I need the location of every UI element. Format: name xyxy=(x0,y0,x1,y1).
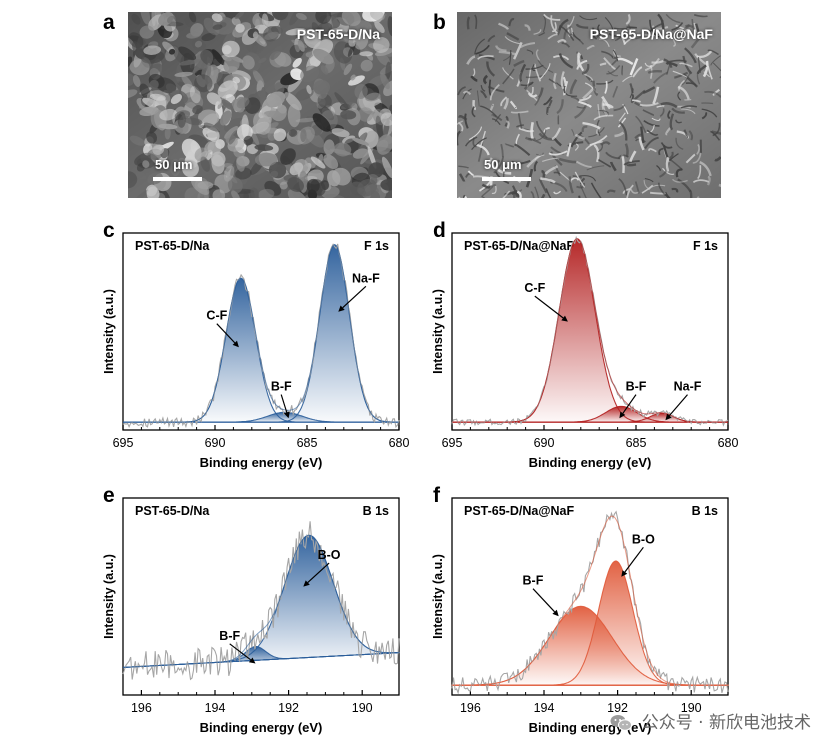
xps-plot-e: 196 194 192 190 Binding energy (eV) Intensity… xyxy=(96,491,416,741)
x-tick-label: 695 xyxy=(442,436,463,450)
xps-plot-d: 695 690 685 680 Binding energy (eV) Intensity… xyxy=(425,226,745,476)
peak-annotation: B-F xyxy=(271,380,292,394)
annotation-arrow xyxy=(280,394,288,413)
watermark-text: 公众号 · 新欣电池技术 xyxy=(641,713,811,733)
annotation-arrow xyxy=(622,394,637,414)
peak-annotation: Na-F xyxy=(674,380,702,394)
fit-envelope xyxy=(452,515,728,686)
scale-bar-b xyxy=(482,177,531,181)
peak-annotation: B-F xyxy=(626,380,647,394)
core-level-label: B 1s xyxy=(692,504,718,518)
panel-letter-d: d xyxy=(433,219,446,242)
peak-annotation: B-F xyxy=(523,574,544,588)
panel-letter-c: c xyxy=(103,219,115,242)
sem-label-b: PST-65-D/Na@NaF xyxy=(589,26,713,42)
x-tick-label: 196 xyxy=(131,701,152,715)
wechat-icon xyxy=(610,715,633,731)
annotation-arrow xyxy=(307,562,330,584)
x-tick-label: 192 xyxy=(607,701,628,715)
xps-svg-d: 695 690 685 680 Binding energy (eV) Intensity… xyxy=(431,232,739,470)
sample-label: PST-65-D/Na@NaF xyxy=(464,504,574,518)
sem-image-a: PST-65-D/Na 50 μm xyxy=(128,12,392,198)
peak-b-o xyxy=(123,534,400,668)
peak-annotation: B-O xyxy=(318,548,341,562)
raw-spectrum xyxy=(451,510,729,695)
arrow-head xyxy=(552,609,559,617)
y-axis-label: Intensity (a.u.) xyxy=(431,554,445,639)
xps-svg-e: 196 194 192 190 Binding energy (eV) Intensity… xyxy=(102,497,400,735)
xps-plot-c: 695 690 685 680 Binding energy (eV) Intensity… xyxy=(96,226,416,476)
peak-annotation: C-F xyxy=(524,281,545,295)
core-level-label: B 1s xyxy=(363,504,389,518)
x-tick-label: 690 xyxy=(205,436,226,450)
panel-letter-b: b xyxy=(433,11,446,34)
arrow-head xyxy=(283,411,290,419)
peak-annotation: B-O xyxy=(632,532,655,546)
panel-letter-a: a xyxy=(103,11,115,34)
fit-envelope xyxy=(123,244,399,423)
x-tick-label: 680 xyxy=(718,436,739,450)
y-axis-label: Intensity (a.u.) xyxy=(431,289,445,374)
xps-svg-c: 695 690 685 680 Binding energy (eV) Intensity… xyxy=(102,232,410,470)
arrow-head xyxy=(232,340,239,348)
sem-image-b: PST-65-D/Na@NaF 50 μm xyxy=(457,12,721,198)
x-tick-label: 190 xyxy=(681,701,702,715)
sem-texture-b xyxy=(457,12,721,198)
x-tick-label: 196 xyxy=(460,701,481,715)
arrow-head xyxy=(619,411,626,419)
annotation-arrow xyxy=(534,295,564,319)
panel-letter-f: f xyxy=(433,484,440,507)
y-axis-label: Intensity (a.u.) xyxy=(102,289,116,374)
x-tick-label: 192 xyxy=(278,701,299,715)
arrow-head xyxy=(248,657,256,664)
sem-texture-a xyxy=(128,12,392,198)
arrow-head xyxy=(665,413,672,421)
peak-annotation: Na-F xyxy=(352,271,380,285)
peak-annotation: C-F xyxy=(206,309,227,323)
arrow-head xyxy=(303,580,310,587)
x-tick-label: 695 xyxy=(113,436,134,450)
x-tick-label: 690 xyxy=(534,436,555,450)
x-axis-label: Binding energy (eV) xyxy=(200,455,323,470)
x-tick-label: 190 xyxy=(352,701,373,715)
annotation-arrow xyxy=(532,588,556,613)
x-tick-label: 685 xyxy=(626,436,647,450)
scale-bar-label-b: 50 μm xyxy=(484,157,522,172)
panel-letter-e: e xyxy=(103,484,115,507)
arrow-head xyxy=(338,305,345,312)
x-axis-label: Binding energy (eV) xyxy=(200,720,323,735)
peak-annotation: B-F xyxy=(219,629,240,643)
annotation-arrow xyxy=(229,643,252,661)
core-level-label: F 1s xyxy=(693,239,718,253)
sem-label-a: PST-65-D/Na xyxy=(296,26,380,42)
annotation-arrow xyxy=(624,546,644,573)
watermark: 公众号 · 新欣电池技术 xyxy=(610,708,811,733)
sample-label: PST-65-D/Na@NaF xyxy=(464,239,574,253)
arrow-head xyxy=(561,315,568,322)
fit-envelope xyxy=(452,238,728,423)
sample-label: PST-65-D/Na xyxy=(135,239,210,253)
sample-label: PST-65-D/Na xyxy=(135,504,210,518)
arrow-head xyxy=(621,570,628,577)
peak-c-f xyxy=(452,238,728,423)
fit-envelope xyxy=(123,534,400,668)
core-level-label: F 1s xyxy=(364,239,389,253)
scale-bar-a xyxy=(153,177,202,181)
scale-bar-label-a: 50 μm xyxy=(155,157,193,172)
annotation-arrow xyxy=(342,285,367,309)
x-tick-label: 680 xyxy=(389,436,410,450)
x-tick-label: 194 xyxy=(534,701,555,715)
x-tick-label: 685 xyxy=(297,436,318,450)
x-axis-label: Binding energy (eV) xyxy=(529,455,652,470)
annotation-arrow xyxy=(668,394,688,416)
x-tick-label: 194 xyxy=(205,701,226,715)
raw-spectrum xyxy=(122,521,400,681)
annotation-arrow xyxy=(216,323,236,344)
xps-plot-f: 196 194 192 190 Binding energy (eV) Intensity… xyxy=(425,491,745,741)
y-axis-label: Intensity (a.u.) xyxy=(102,554,116,639)
